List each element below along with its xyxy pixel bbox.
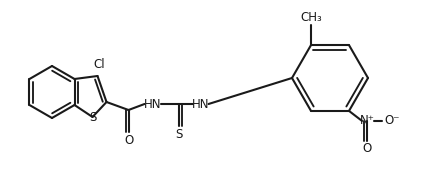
Text: S: S bbox=[175, 127, 182, 140]
Text: Cl: Cl bbox=[94, 58, 105, 70]
Text: CH₃: CH₃ bbox=[300, 11, 322, 24]
Text: HN: HN bbox=[192, 97, 209, 110]
Text: HN: HN bbox=[144, 97, 161, 110]
Text: O: O bbox=[363, 142, 371, 155]
Text: S: S bbox=[89, 110, 96, 124]
Text: O⁻: O⁻ bbox=[384, 114, 400, 127]
Text: O: O bbox=[124, 134, 133, 147]
Text: N⁺: N⁺ bbox=[360, 114, 374, 127]
